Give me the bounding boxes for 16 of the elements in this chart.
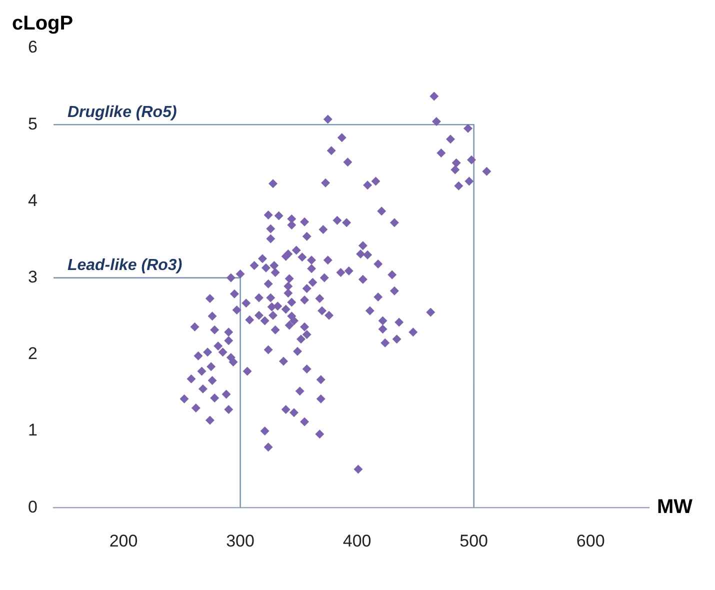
y-axis-title: cLogP (12, 12, 74, 35)
y-tick-label: 5 (28, 114, 38, 134)
series-label: Druglike (Ro5) (67, 104, 177, 122)
x-tick-label: 600 (576, 531, 605, 550)
x-tick-label: 500 (460, 531, 488, 550)
y-tick-label: 0 (28, 497, 38, 516)
y-tick-label: 3 (28, 267, 38, 286)
x-tick-label: 300 (226, 531, 254, 550)
x-tick-label: 200 (109, 531, 138, 550)
y-tick-label: 4 (28, 190, 38, 210)
x-tick-label: 400 (342, 531, 372, 550)
y-tick-label: 6 (28, 38, 38, 57)
y-tick-label: 2 (28, 344, 38, 364)
x-axis-title: MW (657, 496, 693, 518)
series-label: Lead-like (Ro3) (67, 257, 182, 274)
y-tick-label: 1 (28, 420, 38, 440)
